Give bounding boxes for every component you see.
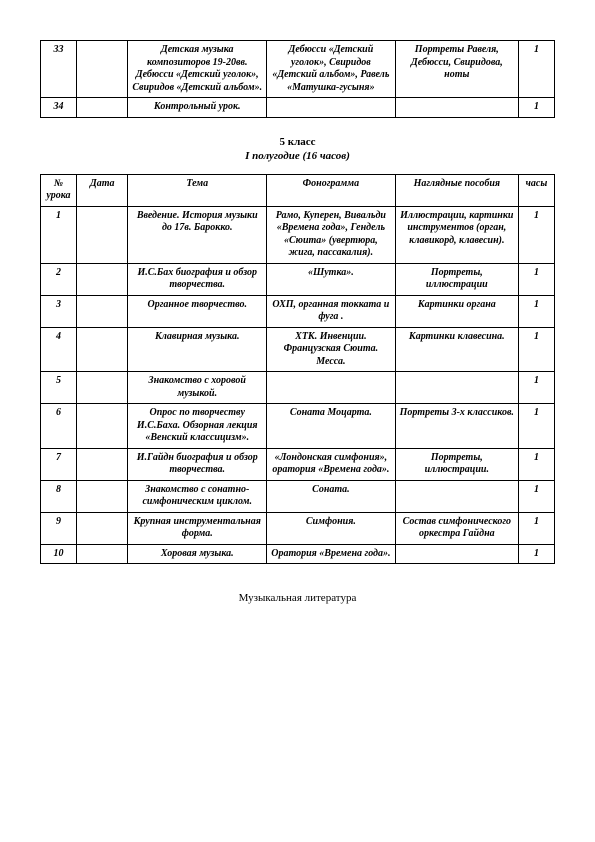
cell-theme: Знакомство с хоровой музыкой. xyxy=(128,372,267,404)
cell-hours: 1 xyxy=(518,480,554,512)
table-row: 3 Органное творчество.ОХП, органная токка… xyxy=(41,295,555,327)
header-hours: часы xyxy=(518,174,554,206)
cell-num: 4 xyxy=(41,327,77,372)
cell-visual xyxy=(395,544,518,564)
table-row: 2 И.С.Бах биография и обзор творчества.«Ш… xyxy=(41,263,555,295)
cell-hours: 1 xyxy=(518,295,554,327)
cell-visual xyxy=(395,372,518,404)
cell-visual: Состав симфонического оркестра Гайдна xyxy=(395,512,518,544)
cell-num: 10 xyxy=(41,544,77,564)
cell-visual xyxy=(395,480,518,512)
table-row: 7 И.Гайдн биография и обзор творчества.«Л… xyxy=(41,448,555,480)
table-row: 33 Детская музыка композиторов 19-20вв. … xyxy=(41,41,555,98)
cell-date xyxy=(76,206,127,263)
cell-phono: Соната Моцарта. xyxy=(267,404,396,449)
table-row: 34 Контрольный урок. 1 xyxy=(41,98,555,118)
cell-date xyxy=(76,480,127,512)
cell-date xyxy=(76,404,127,449)
cell-num: 8 xyxy=(41,480,77,512)
cell-num: 7 xyxy=(41,448,77,480)
section-title: 5 класс xyxy=(40,136,555,148)
main-table: № урока Дата Тема Фонограмма Наглядные п… xyxy=(40,174,555,565)
cell-hours: 1 xyxy=(518,263,554,295)
cell-date xyxy=(76,98,127,118)
cell-phono xyxy=(267,98,396,118)
cell-visual: Портреты 3-х классиков. xyxy=(395,404,518,449)
cell-date xyxy=(76,512,127,544)
cell-theme: Клавирная музыка. xyxy=(128,327,267,372)
cell-date xyxy=(76,448,127,480)
cell-theme: Введение. История музыки до 17в. Барокко… xyxy=(128,206,267,263)
table-row: 10 Хоровая музыка.Оратория «Времена года»… xyxy=(41,544,555,564)
cell-num: 2 xyxy=(41,263,77,295)
cell-date xyxy=(76,327,127,372)
cell-phono: ОХП, органная токката и фуга . xyxy=(267,295,396,327)
cell-date xyxy=(76,41,127,98)
cell-phono: «Шутка». xyxy=(267,263,396,295)
cell-phono: Дебюсси «Детский уголок», Свиридов «Детс… xyxy=(267,41,396,98)
header-visual: Наглядные пособия xyxy=(395,174,518,206)
cell-date xyxy=(76,372,127,404)
cell-theme: Органное творчество. xyxy=(128,295,267,327)
cell-theme: И.С.Бах биография и обзор творчества. xyxy=(128,263,267,295)
section-subtitle: I полугодие (16 часов) xyxy=(40,150,555,162)
table-row: 9 Крупная инструментальная форма.Симфония… xyxy=(41,512,555,544)
table-header-row: № урока Дата Тема Фонограмма Наглядные п… xyxy=(41,174,555,206)
cell-hours: 1 xyxy=(518,327,554,372)
table-row: 1 Введение. История музыки до 17в. Барокк… xyxy=(41,206,555,263)
cell-date xyxy=(76,544,127,564)
cell-theme: Детская музыка композиторов 19-20вв. Деб… xyxy=(128,41,267,98)
cell-num: 1 xyxy=(41,206,77,263)
cell-hours: 1 xyxy=(518,448,554,480)
cell-theme: Контрольный урок. xyxy=(128,98,267,118)
cell-hours: 1 xyxy=(518,372,554,404)
cell-phono: Соната. xyxy=(267,480,396,512)
header-phono: Фонограмма xyxy=(267,174,396,206)
cell-visual: Картинки органа xyxy=(395,295,518,327)
cell-date xyxy=(76,263,127,295)
cell-hours: 1 xyxy=(518,512,554,544)
header-num: № урока xyxy=(41,174,77,206)
cell-theme: И.Гайдн биография и обзор творчества. xyxy=(128,448,267,480)
cell-phono: Симфония. xyxy=(267,512,396,544)
table-row: 4 Клавирная музыка.ХТК. Инвенции. Француз… xyxy=(41,327,555,372)
cell-visual: Иллюстрации, картинки инструментов (орга… xyxy=(395,206,518,263)
cell-num: 6 xyxy=(41,404,77,449)
table-row: 8 Знакомство с сонатно-симфоническим цикл… xyxy=(41,480,555,512)
cell-hours: 1 xyxy=(518,98,554,118)
cell-hours: 1 xyxy=(518,404,554,449)
cell-phono: ХТК. Инвенции. Французская Сюита. Месса. xyxy=(267,327,396,372)
cell-theme: Хоровая музыка. xyxy=(128,544,267,564)
cell-visual: Портреты, иллюстрации xyxy=(395,263,518,295)
cell-phono: Рамо, Куперен, Вивальди «Времена года», … xyxy=(267,206,396,263)
cell-theme: Опрос по творчеству И.С.Баха. Обзорная л… xyxy=(128,404,267,449)
cell-phono xyxy=(267,372,396,404)
top-table: 33 Детская музыка композиторов 19-20вв. … xyxy=(40,40,555,118)
cell-num: 5 xyxy=(41,372,77,404)
cell-hours: 1 xyxy=(518,206,554,263)
cell-phono: «Лондонская симфония», оратория «Времена… xyxy=(267,448,396,480)
cell-visual: Картинки клавесина. xyxy=(395,327,518,372)
table-row: 6 Опрос по творчеству И.С.Баха. Обзорная … xyxy=(41,404,555,449)
cell-hours: 1 xyxy=(518,41,554,98)
cell-visual: Портреты Равеля, Дебюсси, Свиридова, нот… xyxy=(395,41,518,98)
header-date: Дата xyxy=(76,174,127,206)
cell-visual: Портреты, иллюстрации. xyxy=(395,448,518,480)
header-theme: Тема xyxy=(128,174,267,206)
cell-num: 9 xyxy=(41,512,77,544)
page-footer: Музыкальная литература xyxy=(40,592,555,604)
cell-theme: Крупная инструментальная форма. xyxy=(128,512,267,544)
cell-num: 3 xyxy=(41,295,77,327)
table-row: 5 Знакомство с хоровой музыкой. 1 xyxy=(41,372,555,404)
cell-num: 33 xyxy=(41,41,77,98)
cell-num: 34 xyxy=(41,98,77,118)
cell-visual xyxy=(395,98,518,118)
cell-hours: 1 xyxy=(518,544,554,564)
cell-theme: Знакомство с сонатно-симфоническим цикло… xyxy=(128,480,267,512)
cell-phono: Оратория «Времена года». xyxy=(267,544,396,564)
cell-date xyxy=(76,295,127,327)
